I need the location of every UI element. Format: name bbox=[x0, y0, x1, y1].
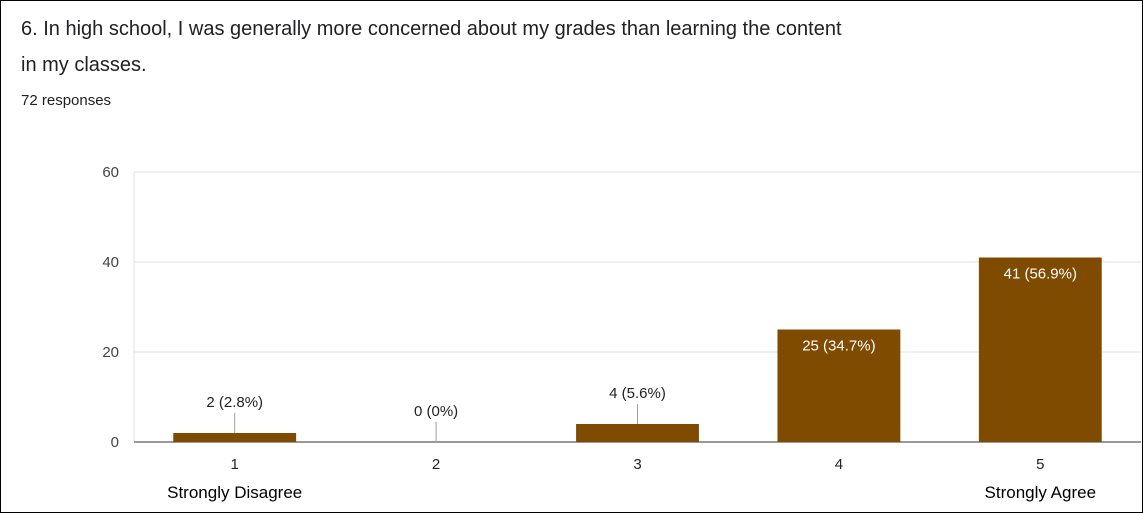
y-tick-label: 60 bbox=[102, 164, 119, 181]
response-count: 72 responses bbox=[21, 92, 112, 109]
data-label: 0 (0%) bbox=[414, 403, 458, 420]
x-tick-label: 1 bbox=[231, 456, 239, 473]
y-tick-label: 20 bbox=[102, 344, 119, 361]
x-tick-label: 4 bbox=[835, 456, 843, 473]
bar bbox=[576, 424, 699, 442]
question-line-2: in my classes. bbox=[21, 54, 147, 76]
x-tick-label: 3 bbox=[633, 456, 641, 473]
y-tick-label: 0 bbox=[111, 434, 119, 451]
question-title: 6. In high school, I was generally more … bbox=[21, 11, 1121, 83]
data-label: 41 (56.9%) bbox=[1004, 266, 1077, 283]
data-label: 25 (34.7%) bbox=[802, 338, 875, 355]
bar bbox=[777, 329, 901, 442]
bar bbox=[978, 257, 1102, 442]
bar bbox=[173, 433, 297, 442]
x-category-sublabel: Strongly Agree bbox=[985, 483, 1097, 502]
data-label: 4 (5.6%) bbox=[609, 385, 666, 402]
x-tick-label: 2 bbox=[432, 456, 440, 473]
x-category-sublabel: Strongly Disagree bbox=[167, 483, 302, 502]
data-label: 2 (2.8%) bbox=[206, 394, 263, 411]
y-tick-label: 40 bbox=[102, 254, 119, 271]
question-line-1: 6. In high school, I was generally more … bbox=[21, 18, 842, 40]
x-tick-label: 5 bbox=[1036, 456, 1044, 473]
